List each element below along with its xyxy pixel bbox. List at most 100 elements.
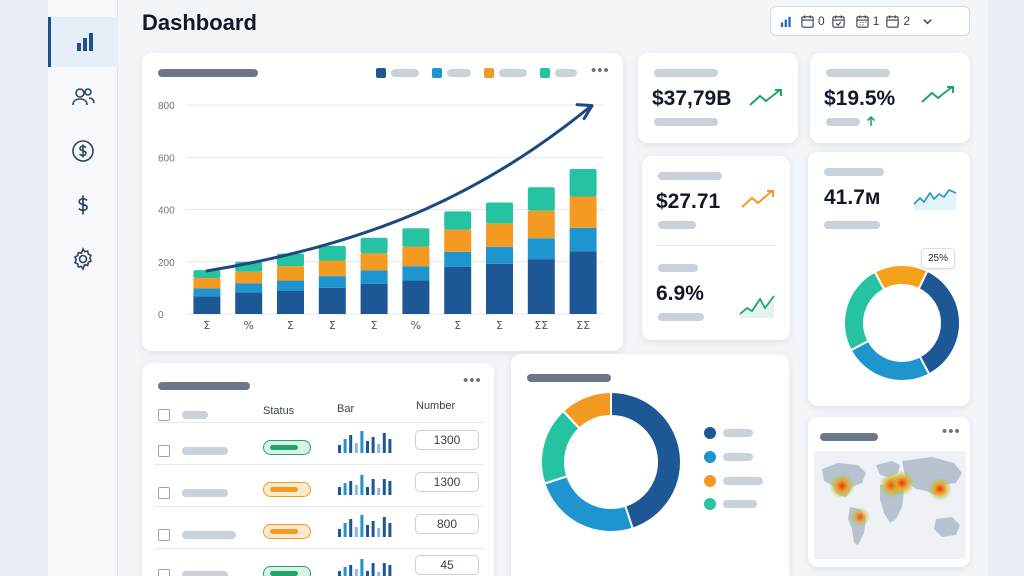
chevron-down-icon[interactable] bbox=[920, 14, 935, 29]
bar-segment[interactable] bbox=[444, 211, 472, 230]
data-table-card: ••• Status Bar Number 1300 1300 800 45 bbox=[142, 363, 494, 576]
bar-segment[interactable] bbox=[402, 266, 430, 281]
bar-segment[interactable] bbox=[235, 292, 263, 314]
bar-segment[interactable] bbox=[360, 283, 388, 314]
bar-segment[interactable] bbox=[235, 283, 263, 293]
donut-slice[interactable] bbox=[561, 390, 612, 430]
sidebar-item-analytics[interactable] bbox=[48, 17, 118, 67]
number-field[interactable]: 800 bbox=[415, 514, 479, 534]
table-divider bbox=[154, 422, 484, 423]
mini-bar-chart bbox=[338, 559, 392, 576]
row-checkbox[interactable] bbox=[158, 569, 170, 576]
row-checkbox[interactable] bbox=[158, 529, 170, 541]
bar-segment[interactable] bbox=[360, 237, 388, 254]
donut-slice[interactable] bbox=[873, 264, 929, 291]
date-filter-toolbar[interactable]: 0 1 2 bbox=[770, 6, 970, 36]
bar-segment[interactable] bbox=[486, 263, 513, 314]
bar-segment[interactable] bbox=[193, 288, 221, 297]
bar-segment[interactable] bbox=[444, 229, 472, 252]
y-tick-label: 400 bbox=[158, 206, 175, 217]
bar-segment[interactable] bbox=[318, 287, 346, 314]
bar-segment[interactable] bbox=[277, 280, 304, 292]
bar-segment[interactable] bbox=[193, 296, 221, 314]
bar-segment[interactable] bbox=[569, 251, 597, 314]
users-icon bbox=[72, 88, 95, 106]
sidebar-item-billing[interactable] bbox=[48, 126, 118, 176]
bar-segment[interactable] bbox=[527, 259, 555, 314]
bar-segment[interactable] bbox=[318, 260, 346, 277]
bar-segment[interactable] bbox=[193, 270, 221, 278]
donut-slice[interactable] bbox=[843, 270, 886, 352]
y-tick-label: 200 bbox=[158, 258, 175, 269]
bar-segment[interactable] bbox=[569, 169, 597, 197]
donut-slice[interactable] bbox=[610, 390, 682, 530]
bar-segment[interactable] bbox=[193, 277, 221, 289]
sidebar-item-payments[interactable] bbox=[48, 180, 118, 230]
bar-segment[interactable] bbox=[402, 228, 430, 247]
world-heat-map[interactable] bbox=[814, 451, 966, 559]
sidebar-item-settings[interactable] bbox=[48, 234, 118, 284]
row-checkbox[interactable] bbox=[158, 445, 170, 457]
bar-segment[interactable] bbox=[318, 245, 346, 261]
bar-segment[interactable] bbox=[569, 196, 597, 228]
bar-segment[interactable] bbox=[486, 202, 513, 224]
heat-spot bbox=[829, 473, 855, 499]
number-field[interactable]: 1300 bbox=[415, 472, 479, 492]
bar-segment[interactable] bbox=[527, 187, 555, 211]
bar-segment[interactable] bbox=[486, 223, 513, 247]
filter-0-value: 0 bbox=[818, 14, 825, 28]
more-options-icon[interactable]: ••• bbox=[463, 372, 482, 389]
status-badge-orange bbox=[263, 524, 311, 539]
kpi-value-2: $19.5% bbox=[824, 87, 896, 110]
donut-chart-small bbox=[843, 264, 961, 382]
mini-bar bbox=[371, 437, 375, 453]
bar-segment[interactable] bbox=[444, 266, 472, 314]
bar-segment[interactable] bbox=[569, 227, 597, 252]
bar-segment[interactable] bbox=[235, 271, 263, 284]
bar-segment[interactable] bbox=[527, 238, 555, 260]
number-field[interactable]: 45 bbox=[415, 555, 479, 575]
mini-bar bbox=[382, 433, 386, 453]
bar-segment[interactable] bbox=[277, 291, 304, 314]
row-checkbox[interactable] bbox=[158, 487, 170, 499]
bar-segment[interactable] bbox=[444, 251, 472, 267]
mini-bar bbox=[388, 565, 392, 576]
column-header-number[interactable]: Number bbox=[416, 400, 456, 412]
bar-segment[interactable] bbox=[402, 280, 430, 314]
column-header-placeholder bbox=[182, 411, 208, 419]
legend-label-placeholder bbox=[391, 69, 419, 77]
bar-segment[interactable] bbox=[360, 270, 388, 284]
number-field[interactable]: 1300 bbox=[415, 430, 479, 450]
more-options-icon[interactable]: ••• bbox=[942, 423, 961, 440]
bar-segment[interactable] bbox=[486, 246, 513, 264]
column-header-status[interactable]: Status bbox=[263, 405, 295, 417]
mini-bar bbox=[382, 479, 386, 495]
legend-dot-teal bbox=[704, 498, 716, 510]
table-title-placeholder bbox=[158, 382, 250, 390]
donut-slice[interactable] bbox=[917, 269, 961, 376]
mini-bar bbox=[371, 563, 375, 576]
bar-segment[interactable] bbox=[277, 266, 304, 281]
select-all-checkbox[interactable] bbox=[158, 409, 170, 421]
kpi-label-placeholder bbox=[824, 168, 884, 176]
kpi-label-placeholder bbox=[654, 69, 718, 77]
sidebar-item-users[interactable] bbox=[48, 72, 118, 122]
filter-3[interactable]: 2 bbox=[885, 14, 910, 29]
row-label-placeholder bbox=[182, 571, 228, 576]
mini-bar bbox=[388, 523, 392, 537]
donut-slice[interactable] bbox=[849, 339, 931, 382]
filter-2[interactable]: 1 bbox=[855, 14, 879, 29]
status-badge-green bbox=[263, 566, 311, 576]
bar-segment[interactable] bbox=[360, 253, 388, 271]
bar-segment[interactable] bbox=[402, 246, 430, 267]
x-tick-label: Σ bbox=[371, 319, 378, 332]
kpi-sub-placeholder bbox=[824, 221, 880, 229]
filter-1[interactable] bbox=[831, 14, 849, 29]
donut-slice[interactable] bbox=[543, 474, 634, 533]
column-header-bar[interactable]: Bar bbox=[337, 403, 355, 415]
filter-0[interactable]: 0 bbox=[800, 14, 825, 29]
more-options-icon[interactable]: ••• bbox=[591, 62, 610, 79]
bar-segment[interactable] bbox=[318, 276, 346, 288]
bar-chart-icon[interactable] bbox=[779, 14, 794, 29]
bar-segment[interactable] bbox=[527, 210, 555, 239]
